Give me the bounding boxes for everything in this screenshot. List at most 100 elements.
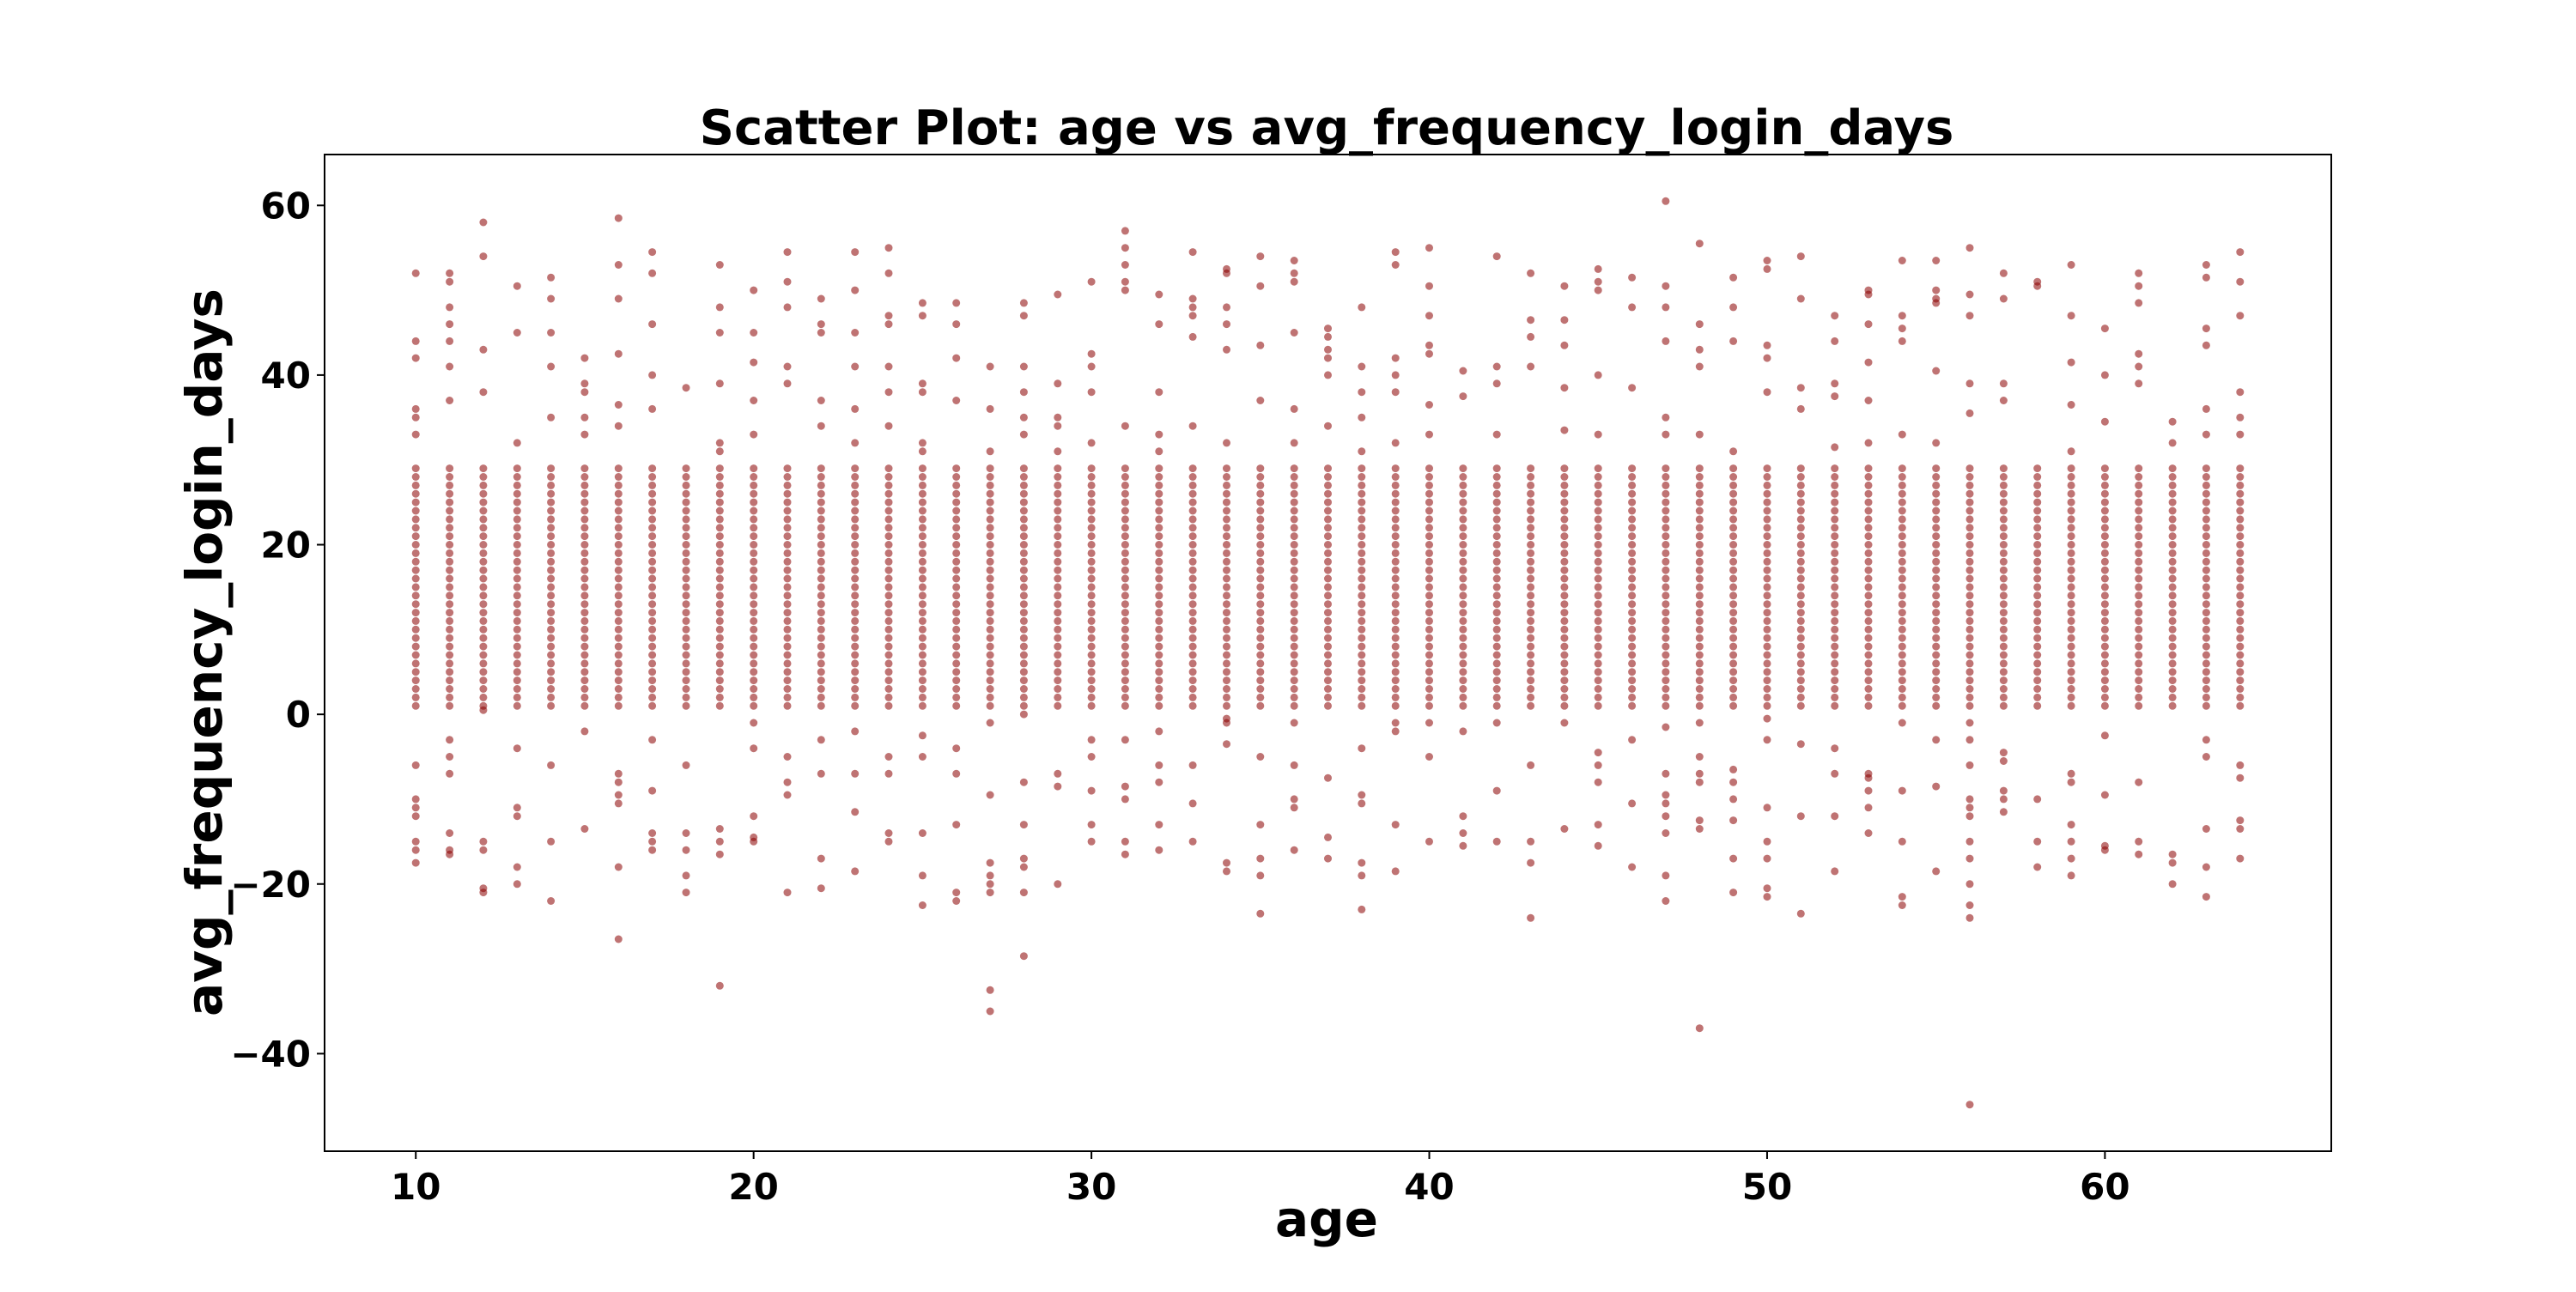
data-point	[1121, 574, 1129, 583]
data-point	[1999, 557, 2008, 566]
data-point	[1729, 795, 1738, 804]
data-point	[783, 685, 792, 693]
data-point	[1594, 541, 1602, 549]
data-point	[1358, 574, 1366, 583]
data-point	[682, 829, 690, 837]
data-point	[1965, 557, 1974, 566]
data-point	[1831, 642, 1839, 651]
data-point	[1121, 464, 1129, 473]
data-point	[513, 489, 521, 498]
data-point	[1087, 583, 1096, 591]
data-point	[1560, 549, 1569, 557]
data-point	[2202, 609, 2210, 617]
data-point	[1628, 701, 1637, 710]
data-point	[1763, 583, 1771, 591]
data-point	[648, 668, 657, 676]
data-point	[1425, 701, 1433, 710]
data-point	[446, 685, 454, 693]
data-point	[1391, 668, 1400, 676]
data-point	[580, 634, 589, 642]
data-point	[986, 701, 994, 710]
data-point	[1864, 506, 1873, 515]
data-point	[614, 625, 623, 634]
data-point	[1594, 549, 1602, 557]
data-point	[1425, 401, 1433, 409]
data-point	[2135, 473, 2143, 481]
data-point	[1087, 659, 1096, 668]
data-point	[1527, 532, 1535, 541]
data-point	[1256, 821, 1265, 829]
data-point	[1019, 642, 1028, 651]
data-point	[2202, 676, 2210, 685]
data-point	[1290, 795, 1298, 804]
data-point	[580, 464, 589, 473]
data-point	[1628, 685, 1637, 693]
data-point	[1594, 277, 1602, 286]
data-point	[1662, 430, 1670, 439]
data-point	[513, 506, 521, 515]
data-point	[2067, 583, 2075, 591]
data-point	[1121, 227, 1129, 235]
data-point	[1831, 600, 1839, 609]
data-point	[1121, 634, 1129, 642]
data-point	[1763, 659, 1771, 668]
data-point	[648, 829, 657, 837]
data-point	[2067, 401, 2075, 409]
data-point	[1864, 566, 1873, 574]
data-point	[547, 557, 556, 566]
data-point	[1932, 439, 1941, 447]
data-point	[1932, 481, 1941, 489]
data-point	[1628, 693, 1637, 701]
data-point	[1358, 871, 1366, 880]
data-point	[1256, 659, 1265, 668]
data-point	[1864, 358, 1873, 367]
data-point	[1965, 506, 1974, 515]
data-point	[1628, 625, 1637, 634]
data-point	[1594, 634, 1602, 642]
data-point	[715, 609, 724, 617]
data-point	[2135, 549, 2143, 557]
data-point	[648, 248, 657, 257]
data-point	[2236, 312, 2245, 320]
data-point	[1358, 676, 1366, 685]
data-point	[1729, 651, 1738, 659]
data-point	[1695, 430, 1704, 439]
data-point	[614, 778, 623, 786]
data-point	[1796, 693, 1805, 701]
data-point	[1932, 685, 1941, 693]
data-point	[952, 651, 961, 659]
data-point	[750, 609, 758, 617]
data-point	[479, 837, 488, 846]
data-point	[479, 489, 488, 498]
data-point	[1560, 524, 1569, 532]
data-point	[1729, 600, 1738, 609]
data-point	[1965, 600, 1974, 609]
data-point	[2168, 473, 2177, 481]
data-point	[1594, 685, 1602, 693]
data-point	[1358, 481, 1366, 489]
data-point	[479, 549, 488, 557]
data-point	[1256, 481, 1265, 489]
data-point	[446, 659, 454, 668]
data-point	[1290, 557, 1298, 566]
data-point	[1054, 464, 1062, 473]
data-point	[1391, 464, 1400, 473]
data-point	[580, 591, 589, 600]
data-point	[1763, 676, 1771, 685]
data-point	[1188, 616, 1197, 625]
data-point	[411, 473, 420, 481]
data-point	[884, 616, 893, 625]
data-point	[750, 286, 758, 294]
data-point	[2168, 642, 2177, 651]
data-point	[1763, 489, 1771, 498]
data-point	[2100, 574, 2109, 583]
data-point	[1155, 489, 1163, 498]
data-point	[851, 439, 860, 447]
data-point	[446, 591, 454, 600]
data-point	[1087, 541, 1096, 549]
data-point	[1763, 804, 1771, 812]
data-point	[1594, 481, 1602, 489]
data-point	[1054, 583, 1062, 591]
data-point	[884, 473, 893, 481]
data-point	[2100, 557, 2109, 566]
